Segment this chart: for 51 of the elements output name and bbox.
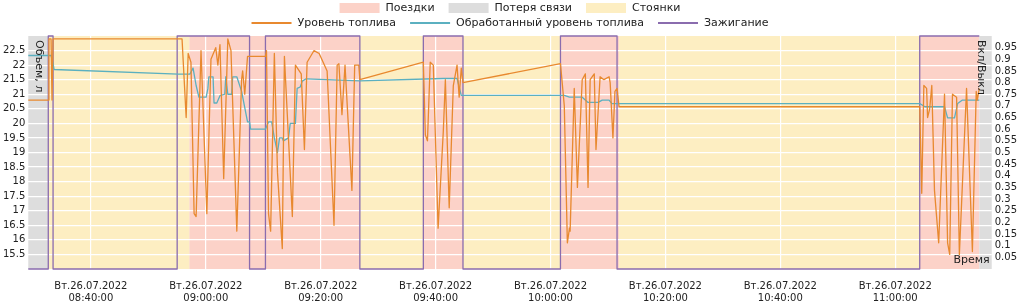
y2-tick-label: 0.55 — [994, 134, 1017, 146]
y-tick-label: 22.5 — [3, 44, 26, 56]
legend-label: Уровень топлива — [297, 15, 397, 29]
y-tick-label: 19.5 — [3, 131, 26, 143]
x-axis-title: Время — [953, 253, 990, 267]
y2-tick-label: 0.45 — [994, 157, 1017, 169]
y-tick-label: 18 — [12, 175, 26, 187]
y-axis-title: Объем, л — [32, 40, 46, 93]
y-tick-label: 17.5 — [3, 189, 26, 201]
y-tick-label: 17 — [12, 204, 26, 216]
legend-label: Потеря связи — [494, 0, 573, 14]
y2-tick-label: 0.35 — [994, 181, 1017, 193]
y-tick-label: 16.5 — [3, 218, 26, 230]
y2-tick-label: 0.3 — [994, 192, 1011, 204]
y2-tick-label: 0.7 — [994, 99, 1011, 111]
x-tick-label: Вт.26.07.2022 10:00:00 — [513, 279, 588, 303]
y2-tick-label: 0.6 — [994, 122, 1011, 134]
legend-label: Зажигание — [704, 15, 769, 29]
legend-label: Стоянки — [632, 0, 681, 14]
y-tick-label: 19 — [12, 146, 26, 158]
y-tick-label: 21 — [12, 87, 26, 99]
x-tick-label: Вт.26.07.2022 08:40:00 — [54, 279, 128, 303]
x-tick-label: Вт.26.07.2022 09:00:00 — [169, 279, 243, 303]
x-tick-label: Вт.26.07.2022 09:20:00 — [284, 279, 358, 303]
y2-axis-title: Вкл/Выкл — [975, 40, 989, 95]
y2-tick-label: 0.1 — [994, 239, 1011, 251]
x-tick-label: Вт.26.07.2022 10:40:00 — [743, 279, 817, 303]
y-tick-label: 20 — [12, 116, 26, 128]
x-tick-label: Вт.26.07.2022 10:20:00 — [628, 279, 702, 303]
y2-tick-label: 0.75 — [994, 87, 1017, 99]
legend-label: Поездки — [385, 0, 435, 14]
y2-tick-label: 0.05 — [994, 250, 1017, 262]
y-tick-label: 15.5 — [3, 248, 26, 260]
y2-tick-label: 0.9 — [994, 52, 1011, 64]
y2-tick-label: 0.85 — [994, 64, 1017, 76]
y2-tick-label: 0.15 — [994, 227, 1017, 239]
y2-tick-label: 0.8 — [994, 76, 1011, 88]
y2-tick-label: 0.65 — [994, 111, 1017, 123]
y2-tick-label: 0.25 — [994, 204, 1017, 216]
y-tick-label: 16 — [12, 233, 26, 245]
y-tick-label: 20.5 — [3, 102, 26, 114]
x-tick-label: Вт.26.07.2022 09:40:00 — [399, 279, 473, 303]
y-tick-label: 18.5 — [3, 160, 26, 172]
y-tick-label: 22 — [12, 58, 26, 70]
y2-tick-label: 0.95 — [994, 41, 1017, 53]
legend-label: Обработанный уровень топлива — [456, 15, 645, 29]
x-tick-label: Вт.26.07.2022 11:00:00 — [858, 279, 932, 303]
y2-tick-label: 0.5 — [994, 146, 1011, 158]
y-tick-label: 21.5 — [3, 73, 26, 85]
y2-tick-label: 0.4 — [994, 169, 1011, 181]
y2-tick-label: 0.2 — [994, 215, 1011, 227]
